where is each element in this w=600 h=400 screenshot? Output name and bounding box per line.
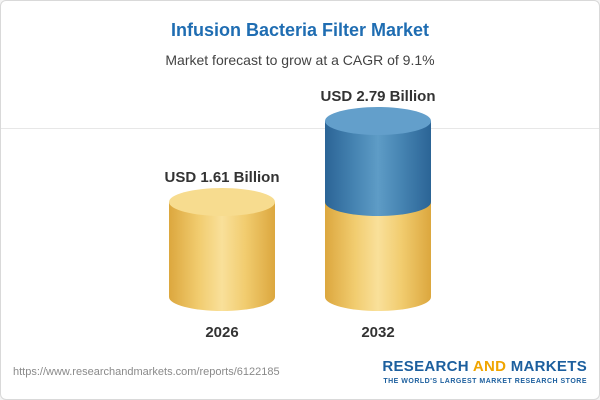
value-label-2026: USD 1.61 Billion — [164, 168, 280, 186]
category-label-2032: 2032 — [361, 324, 395, 341]
report-url-link[interactable]: https://www.researchandmarkets.com/repor… — [13, 366, 280, 378]
research-and-markets-logo: RESEARCH AND MARKETS THE WORLD'S LARGEST… — [382, 359, 587, 385]
cylinder-bar-chart: USD 1.61 Billion 2026 USD 2.79 Billion 2… — [1, 88, 599, 341]
footer: https://www.researchandmarkets.com/repor… — [1, 351, 599, 399]
cylinder-2026-body — [169, 201, 275, 311]
cylinder-2026 — [169, 187, 275, 311]
gridline — [1, 128, 599, 129]
bar-group-2032: USD 2.79 Billion 2032 — [305, 88, 451, 341]
cylinder-2032-blue-segment — [325, 121, 431, 216]
cylinder-2032-yellow-segment — [325, 201, 431, 311]
category-label-2026: 2026 — [205, 324, 239, 341]
logo-word-and: AND — [472, 357, 507, 375]
chart-header: Infusion Bacteria Filter Market Market f… — [1, 1, 599, 68]
cylinder-2032 — [325, 107, 431, 311]
chart-subtitle: Market forecast to grow at a CAGR of 9.1… — [165, 52, 435, 68]
logo-word-research: RESEARCH — [382, 357, 469, 375]
logo-tagline: THE WORLD'S LARGEST MARKET RESEARCH STOR… — [383, 377, 587, 385]
bar-group-2026: USD 1.61 Billion 2026 — [149, 169, 295, 341]
logo-word-markets: MARKETS — [510, 357, 587, 375]
chart-title: Infusion Bacteria Filter Market — [170, 20, 430, 40]
cylinder-2026-top-cap — [169, 187, 275, 216]
logo-wordmark: RESEARCH AND MARKETS — [382, 359, 587, 375]
cylinder-2032-top-cap — [325, 107, 431, 136]
value-label-2032: USD 2.79 Billion — [320, 88, 436, 106]
